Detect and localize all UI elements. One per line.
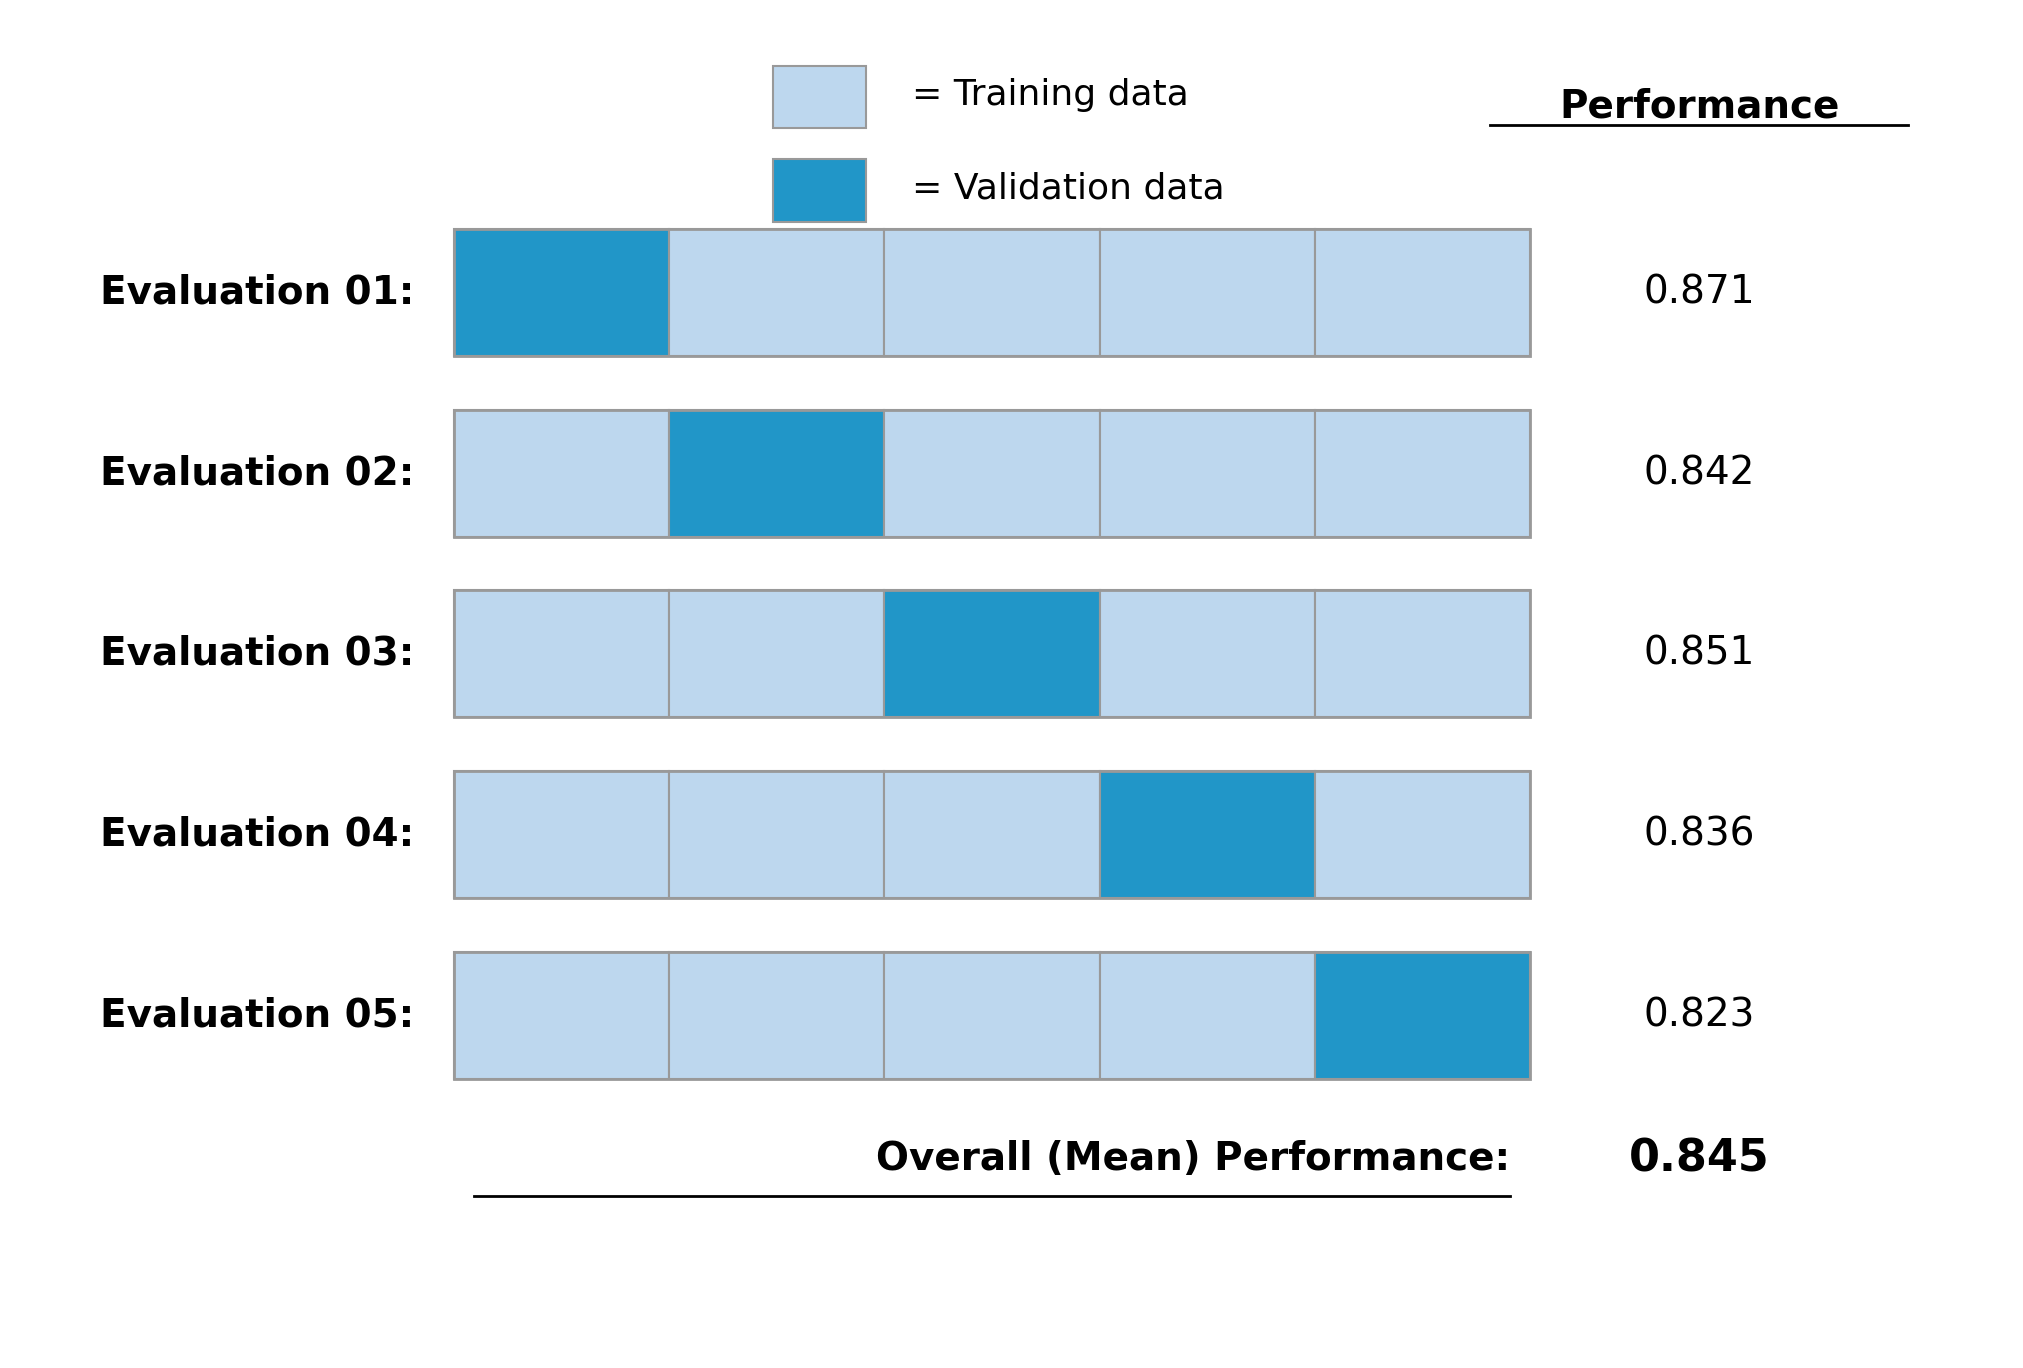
Bar [1315, 409, 1529, 536]
Bar [453, 409, 670, 536]
Bar [453, 228, 670, 356]
Text: Evaluation 01:: Evaluation 01: [99, 274, 415, 312]
Bar [1101, 772, 1315, 897]
Bar [453, 228, 1529, 356]
Text: Performance: Performance [1560, 88, 1839, 126]
Bar [1101, 228, 1315, 356]
Text: 0.851: 0.851 [1643, 635, 1754, 673]
Text: Evaluation 04:: Evaluation 04: [99, 815, 415, 854]
Text: = Training data: = Training data [912, 78, 1190, 112]
Bar [670, 772, 884, 897]
Bar [453, 409, 1529, 536]
Bar [884, 228, 1101, 356]
Bar [1315, 952, 1529, 1079]
Bar [453, 591, 1529, 717]
Bar [453, 952, 670, 1079]
Text: 0.871: 0.871 [1643, 274, 1756, 312]
Bar [670, 952, 884, 1079]
Bar [670, 409, 884, 536]
Text: 0.842: 0.842 [1643, 454, 1754, 492]
Bar [453, 952, 1529, 1079]
Text: 0.836: 0.836 [1643, 815, 1756, 854]
Bar [884, 952, 1101, 1079]
Text: Overall (Mean) Performance:: Overall (Mean) Performance: [876, 1140, 1509, 1178]
Text: Evaluation 03:: Evaluation 03: [99, 635, 415, 673]
Bar [453, 772, 670, 897]
Bar [884, 409, 1101, 536]
Bar [1315, 772, 1529, 897]
Text: Evaluation 02:: Evaluation 02: [99, 454, 415, 492]
Text: 0.823: 0.823 [1643, 996, 1754, 1034]
Bar [453, 772, 1529, 897]
Bar [884, 772, 1101, 897]
Bar [1101, 591, 1315, 717]
Text: Evaluation 05:: Evaluation 05: [99, 996, 415, 1034]
Text: = Validation data: = Validation data [912, 171, 1224, 205]
Bar [453, 591, 670, 717]
FancyBboxPatch shape [773, 159, 866, 222]
Text: 0.845: 0.845 [1629, 1137, 1770, 1181]
Bar [1101, 409, 1315, 536]
Bar [670, 228, 884, 356]
Bar [1101, 952, 1315, 1079]
Bar [884, 591, 1101, 717]
Bar [670, 591, 884, 717]
FancyBboxPatch shape [773, 66, 866, 129]
Bar [1315, 228, 1529, 356]
Bar [1315, 591, 1529, 717]
